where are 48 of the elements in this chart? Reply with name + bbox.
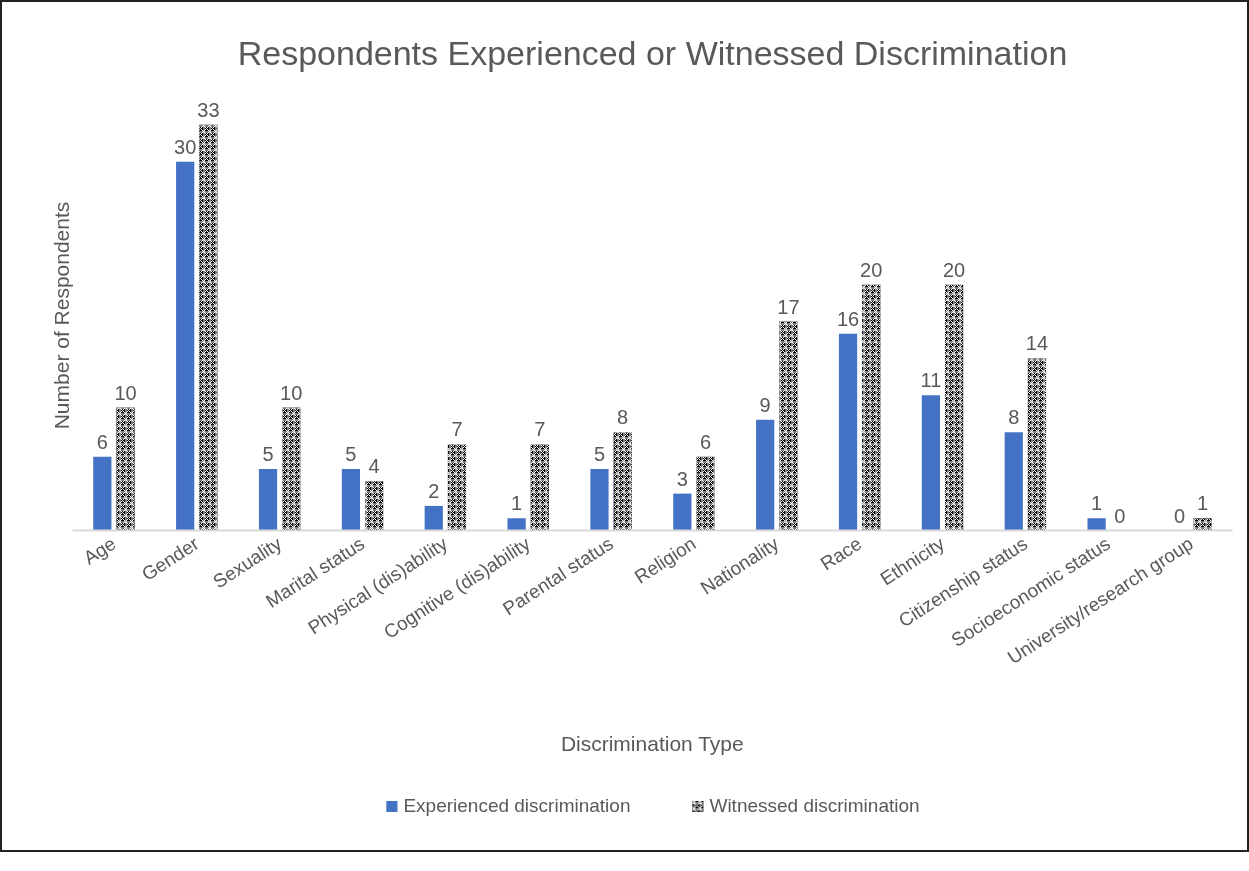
bar — [590, 469, 609, 531]
legend-label: Experienced discrimination — [403, 795, 631, 817]
data-label: 0 — [1114, 504, 1126, 527]
x-tick-label: Age — [79, 532, 120, 569]
legend-label: Witnessed discrimination — [709, 795, 920, 817]
data-label: 5 — [593, 443, 606, 466]
data-label: 3 — [676, 467, 688, 490]
data-label: 10 — [114, 381, 137, 404]
bar — [176, 161, 195, 531]
data-label: 8 — [1008, 406, 1020, 429]
y-axis-title: Number of Respondents — [49, 201, 73, 430]
bar — [1004, 432, 1023, 531]
bar — [921, 395, 941, 531]
data-label: 5 — [262, 443, 274, 466]
bar — [756, 419, 775, 531]
bar — [341, 469, 361, 531]
data-label: 4 — [368, 455, 380, 478]
data-label: 33 — [197, 98, 220, 121]
bar — [93, 456, 112, 531]
data-label: 0 — [1173, 504, 1186, 527]
data-label: 1 — [1091, 492, 1103, 515]
bar — [258, 469, 278, 531]
data-label: 7 — [451, 418, 463, 441]
data-label: 6 — [96, 430, 108, 453]
bar — [507, 518, 526, 531]
bar — [673, 493, 692, 531]
data-label: 1 — [1197, 492, 1209, 515]
data-label: 5 — [345, 443, 357, 466]
data-label: 8 — [617, 406, 629, 429]
data-label: 1 — [511, 492, 523, 515]
data-label: 16 — [836, 307, 860, 330]
data-label: 10 — [280, 381, 303, 404]
data-label: 14 — [1025, 332, 1049, 355]
data-label: 20 — [860, 258, 883, 281]
data-label: 20 — [942, 258, 966, 281]
data-label: 9 — [759, 393, 771, 416]
data-label: 2 — [428, 479, 440, 502]
chart-title: Respondents Experienced or Witnessed Discrimination — [237, 33, 1068, 72]
bar — [838, 333, 858, 531]
x-axis-title: Discrimination Type — [560, 732, 744, 756]
data-label: 11 — [920, 369, 942, 392]
data-label: 30 — [174, 135, 197, 158]
data-label: 17 — [777, 295, 800, 318]
data-label: 6 — [699, 430, 712, 453]
x-tick-label: Race — [816, 532, 866, 575]
data-label: 7 — [534, 418, 546, 441]
bar — [1087, 518, 1106, 531]
bar — [424, 505, 443, 531]
